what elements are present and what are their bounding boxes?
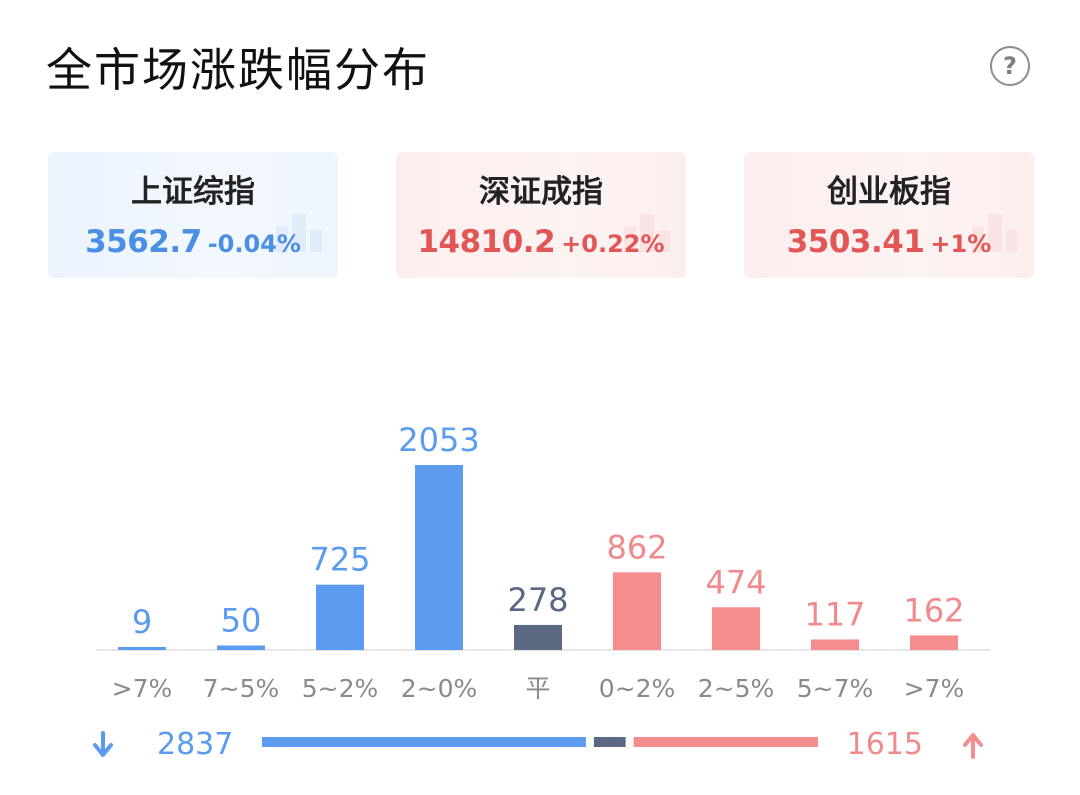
- bar: [118, 647, 166, 650]
- index-change: +1%: [930, 230, 992, 258]
- x-tick-label: >7%: [112, 674, 173, 703]
- index-value: 3503.41: [786, 224, 925, 260]
- bar: [613, 572, 661, 650]
- page-title: 全市场涨跌幅分布: [46, 43, 430, 97]
- index-value: 3562.7: [85, 224, 202, 260]
- bar: [910, 635, 958, 650]
- x-tick-label: 7~5%: [203, 674, 280, 703]
- x-tick-label: >7%: [904, 674, 965, 703]
- bar: [316, 584, 364, 650]
- x-tick-label: 0~2%: [599, 674, 676, 703]
- up-total-label: 1615: [847, 727, 923, 762]
- arrow-up-icon: [963, 733, 983, 759]
- bar-value-label: 278: [507, 581, 568, 619]
- bar-value-label: 474: [705, 563, 766, 601]
- up-summary-bar: [633, 737, 818, 747]
- x-tick-label: 2~0%: [401, 674, 478, 703]
- index-change: -0.04%: [207, 230, 301, 258]
- bar-value-label: 2053: [398, 421, 479, 459]
- building-icon: [972, 214, 1018, 252]
- index-card-chinext[interactable]: 创业板指 3503.41 +1%: [744, 152, 1034, 278]
- bar-value-label: 9: [132, 603, 152, 641]
- x-tick-label: 5~2%: [302, 674, 379, 703]
- down-summary-bar: [262, 737, 586, 747]
- bar-value-label: 50: [221, 601, 262, 639]
- bar-value-label: 725: [309, 541, 370, 579]
- index-name: 上证综指: [131, 174, 255, 210]
- index-value: 14810.2: [417, 224, 556, 260]
- x-tick-label: 5~7%: [797, 674, 874, 703]
- bar-value-label: 162: [903, 591, 964, 629]
- building-icon: [624, 214, 670, 252]
- flat-summary-bar: [593, 737, 626, 747]
- bar: [811, 639, 859, 650]
- arrow-down-icon: [93, 731, 113, 757]
- index-card-shanghai[interactable]: 上证综指 3562.7 -0.04%: [48, 152, 338, 278]
- bar: [217, 645, 265, 650]
- x-tick-label: 2~5%: [698, 674, 775, 703]
- building-icon: [276, 214, 322, 252]
- bar-value-label: 862: [606, 528, 667, 566]
- bar-value-label: 117: [804, 595, 865, 633]
- down-total-label: 2837: [157, 727, 233, 762]
- bar: [514, 624, 562, 650]
- bar: [712, 607, 760, 650]
- index-card-shenzhen[interactable]: 深证成指 14810.2 +0.22%: [396, 152, 686, 278]
- index-name: 创业板指: [827, 174, 951, 210]
- index-name: 深证成指: [479, 174, 603, 210]
- x-tick-label: 平: [525, 674, 550, 703]
- bar: [415, 465, 463, 650]
- index-change: +0.22%: [561, 230, 665, 258]
- question-circle-icon[interactable]: ?: [990, 46, 1030, 86]
